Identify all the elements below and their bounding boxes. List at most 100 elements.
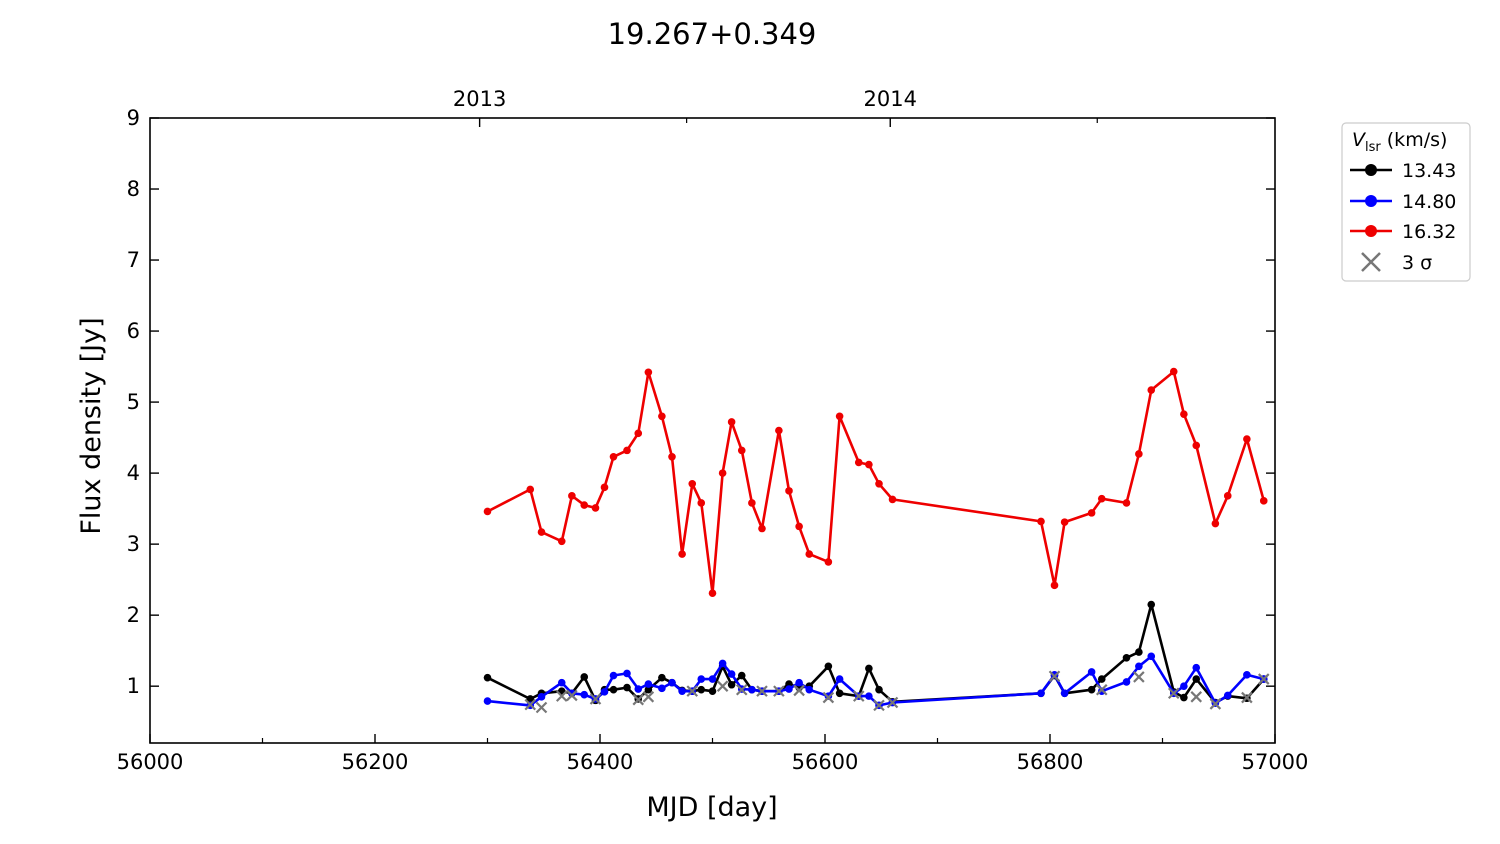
data-point-14-80 xyxy=(537,693,546,701)
y-tick-label: 2 xyxy=(127,603,140,627)
data-point-14-80 xyxy=(557,678,566,687)
y-tick-label: 1 xyxy=(127,674,140,698)
data-point-13-43 xyxy=(1122,653,1131,662)
data-point-16-32 xyxy=(1097,494,1106,503)
legend-box xyxy=(1341,122,1471,282)
data-point-14-80 xyxy=(835,675,844,683)
data-point-16-32 xyxy=(718,469,727,477)
data-point-16-32 xyxy=(727,418,736,426)
data-point-16-32 xyxy=(591,504,600,512)
upper-limit-marker xyxy=(793,684,805,697)
cross-marker-icon xyxy=(1361,252,1381,272)
data-point-14-80 xyxy=(1147,652,1156,661)
data-point-16-32 xyxy=(526,485,535,494)
data-point-13-43 xyxy=(1180,693,1188,702)
data-point-16-32 xyxy=(758,524,766,533)
data-point-13-43 xyxy=(483,673,492,682)
legend-label-13-43: 13.43 xyxy=(1402,160,1456,182)
upper-limit-marker xyxy=(642,691,655,703)
data-point-16-32 xyxy=(1135,450,1143,458)
y-axis-label: Flux density [Jy] xyxy=(76,317,107,534)
upper-limit-marker xyxy=(756,685,768,697)
data-point-16-32 xyxy=(1050,581,1059,590)
upper-limit-marker xyxy=(716,680,729,692)
data-point-16-32 xyxy=(795,522,803,531)
data-point-14-80 xyxy=(865,692,873,700)
data-point-16-32 xyxy=(1147,386,1156,394)
y-tick-label: 8 xyxy=(127,177,140,201)
data-point-13-43 xyxy=(580,673,589,681)
data-point-13-43 xyxy=(737,671,746,680)
x-tick-label: 56200 xyxy=(342,750,409,774)
data-point-14-80 xyxy=(609,671,618,680)
data-point-13-43 xyxy=(609,685,618,694)
legend: Vlsr (km/s) 13.43 14.80 16.32 3 σ xyxy=(1341,122,1471,282)
data-point-16-32 xyxy=(748,499,756,507)
data-point-16-32 xyxy=(1211,519,1220,528)
data-point-16-32 xyxy=(1243,435,1251,443)
data-point-16-32 xyxy=(865,460,873,469)
upper-limit-marker xyxy=(1257,673,1270,685)
data-point-14-80 xyxy=(600,688,609,696)
upper-limit-marker xyxy=(1133,671,1145,683)
data-point-14-80 xyxy=(1192,663,1201,672)
data-point-16-32 xyxy=(1122,499,1131,507)
upper-limit-marker xyxy=(566,689,578,702)
data-point-16-32 xyxy=(483,507,492,516)
upper-limit-marker xyxy=(1209,698,1222,710)
data-point-16-32 xyxy=(568,492,576,500)
upper-limit-marker xyxy=(1167,687,1180,700)
legend-entry-13-43: 13.43 xyxy=(1350,160,1456,182)
legend-entry-14-80: 14.80 xyxy=(1350,191,1456,213)
upper-limit-marker xyxy=(873,699,885,712)
x-tick-label: 56600 xyxy=(792,750,859,774)
data-point-13-43 xyxy=(1097,675,1106,683)
y-tick-label: 5 xyxy=(127,390,140,414)
data-point-13-43 xyxy=(697,685,706,694)
y-tick-label: 9 xyxy=(127,106,140,130)
upper-limit-marker xyxy=(735,683,748,696)
data-point-13-43 xyxy=(865,664,873,673)
data-point-14-80 xyxy=(568,689,576,698)
data-point-16-32 xyxy=(875,479,883,488)
data-point-14-80 xyxy=(580,690,589,699)
data-point-16-32 xyxy=(634,429,643,438)
upper-limit-marker xyxy=(1241,691,1253,704)
data-point-14-80 xyxy=(644,680,653,688)
data-point-14-80 xyxy=(1180,682,1188,690)
series-line-16-32 xyxy=(486,370,1266,595)
legend-entry-3-sigma: 3 σ xyxy=(1361,252,1432,274)
data-point-13-43 xyxy=(658,673,666,682)
data-point-13-43 xyxy=(1147,600,1156,609)
chart-title: 19.267+0.349 xyxy=(608,17,817,51)
upper-limit-marker xyxy=(589,693,602,705)
data-point-13-43 xyxy=(875,685,883,694)
upper-limit-marker xyxy=(1190,691,1203,703)
data-point-16-32 xyxy=(658,412,666,421)
axis-ticks: 56000 56200 56400 56600 56800 57000 1 2 3 4 5 6 7 8 9 2… xyxy=(117,87,1309,774)
data-point-13-43 xyxy=(644,685,653,694)
data-point-16-32 xyxy=(785,487,793,495)
data-point-16-32 xyxy=(688,479,697,488)
data-point-14-80 xyxy=(1223,691,1232,700)
data-point-16-32 xyxy=(775,426,783,435)
upper-limit-marker xyxy=(535,701,548,714)
legend-entry-16-32: 16.32 xyxy=(1350,221,1456,243)
legend-title-unit: (km/s) xyxy=(1381,129,1448,151)
upper-limit-marker xyxy=(555,690,568,702)
x-tick-label: 56800 xyxy=(1017,750,1084,774)
legend-label-14-80: 14.80 xyxy=(1402,191,1456,213)
data-point-13-43 xyxy=(526,695,535,703)
upper-limit-marker xyxy=(524,698,537,711)
data-point-14-80 xyxy=(1087,668,1096,676)
data-point-14-80 xyxy=(708,675,717,683)
data-point-16-32 xyxy=(854,458,863,467)
data-point-16-32 xyxy=(537,528,546,536)
upper-limit-marker xyxy=(852,690,865,702)
legend-label-3-sigma: 3 σ xyxy=(1402,252,1432,274)
legend-title: Vlsr (km/s) xyxy=(1352,129,1447,155)
upper-limit-marker xyxy=(773,685,785,697)
data-point-16-32 xyxy=(824,558,833,566)
data-point-16-32 xyxy=(888,495,897,504)
data-point-14-80 xyxy=(697,675,706,683)
